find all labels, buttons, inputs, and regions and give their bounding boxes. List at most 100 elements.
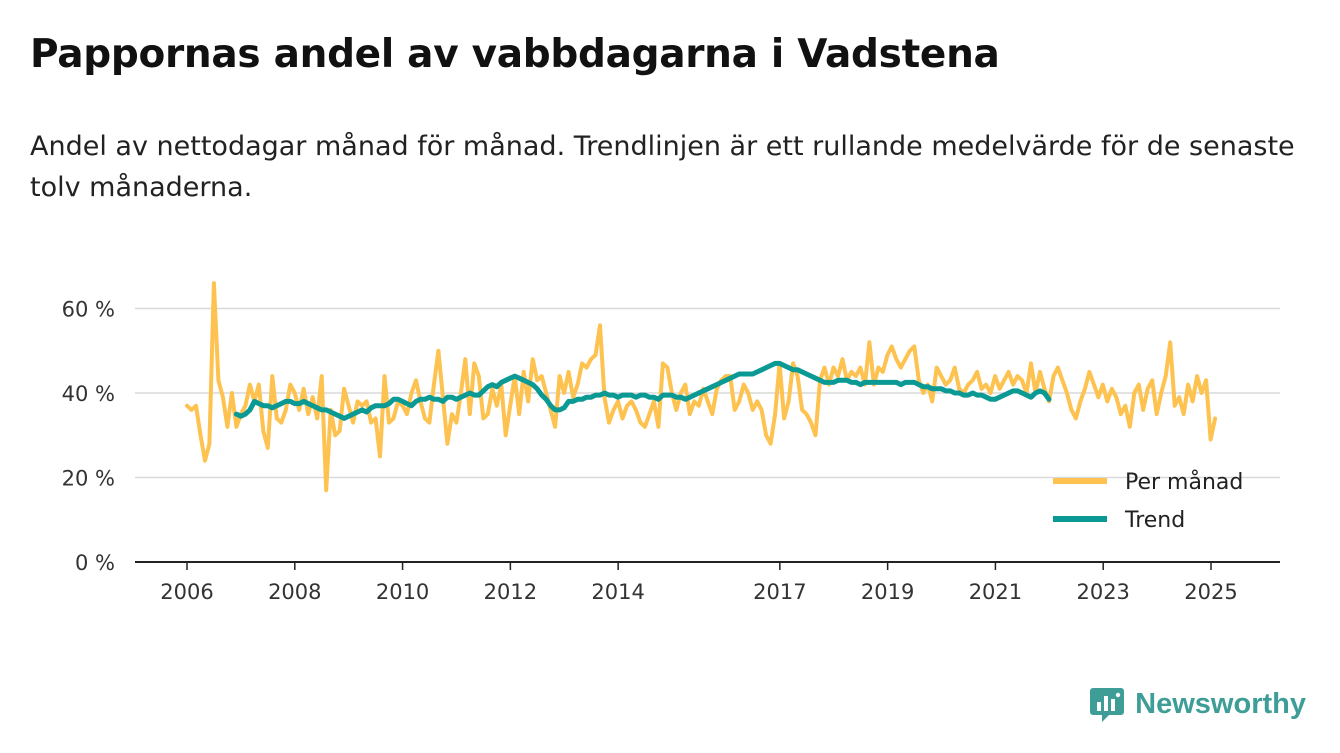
data-point-trend: [904, 381, 907, 384]
data-point-per-manad: [262, 430, 265, 432]
data-point-per-manad: [491, 387, 494, 390]
data-point-trend: [397, 398, 399, 401]
x-tick-label: 2006: [160, 580, 213, 604]
data-point-trend: [720, 381, 723, 384]
data-point-per-manad: [594, 354, 597, 356]
data-point-trend: [608, 394, 610, 396]
data-point-per-manad: [1030, 362, 1032, 365]
data-point-per-manad: [424, 417, 426, 420]
data-point-per-manad: [724, 375, 727, 377]
data-point-trend: [792, 368, 794, 371]
data-point-trend: [823, 381, 826, 384]
data-point-per-manad: [792, 362, 794, 365]
data-point-trend: [235, 413, 238, 415]
data-point-trend: [379, 404, 381, 407]
data-point-trend: [729, 377, 732, 380]
data-point-trend: [733, 375, 736, 377]
data-point-per-manad: [293, 392, 296, 394]
data-point-per-manad: [796, 375, 799, 377]
data-point-trend: [967, 394, 970, 396]
data-point-trend: [612, 394, 615, 396]
data-point-per-manad: [953, 366, 956, 369]
data-point-trend: [509, 377, 512, 380]
data-point-trend: [873, 381, 875, 384]
data-point-per-manad: [249, 383, 251, 386]
data-point-per-manad: [1057, 366, 1059, 369]
data-point-per-manad: [1128, 425, 1131, 428]
data-point-per-manad: [980, 387, 983, 390]
data-point-per-manad: [1119, 413, 1122, 415]
data-point-per-manad: [1066, 392, 1068, 394]
data-point-per-manad: [733, 409, 736, 411]
data-point-trend: [738, 373, 741, 375]
data-point-trend: [478, 394, 480, 396]
data-point-per-manad: [976, 371, 978, 373]
data-point-trend: [603, 392, 606, 394]
data-point-per-manad: [769, 442, 772, 445]
data-point-trend: [284, 400, 287, 403]
data-point-trend: [486, 385, 489, 388]
data-point-trend: [635, 396, 637, 399]
data-point-trend: [958, 392, 961, 394]
data-point-per-manad: [1196, 375, 1198, 377]
data-point-trend: [877, 381, 880, 384]
brand[interactable]: Newsworthy: [1089, 685, 1306, 723]
x-tick-label: 2012: [484, 580, 537, 604]
data-point-per-manad: [697, 404, 700, 407]
data-point-trend: [985, 396, 988, 399]
data-point-per-manad: [226, 425, 229, 428]
data-point-per-manad: [599, 324, 601, 327]
data-point-trend: [684, 398, 687, 401]
data-point-per-manad: [208, 442, 211, 445]
data-point-trend: [567, 400, 570, 403]
data-point-trend: [262, 404, 265, 407]
data-point-per-manad: [967, 383, 970, 386]
data-point-trend: [320, 409, 323, 411]
data-point-trend: [599, 394, 601, 396]
data-point-per-manad: [944, 383, 947, 386]
data-point-trend: [437, 398, 440, 401]
data-point-trend: [882, 381, 884, 384]
data-point-per-manad: [1016, 375, 1019, 377]
data-point-trend: [531, 383, 534, 386]
data-point-per-manad: [989, 392, 992, 394]
data-point-trend: [325, 409, 328, 411]
data-point-per-manad: [1187, 383, 1189, 386]
data-point-per-manad: [886, 354, 889, 356]
data-point-trend: [473, 394, 476, 396]
data-point-per-manad: [1142, 409, 1145, 411]
data-point-per-manad: [186, 404, 188, 407]
data-point-per-manad: [1124, 404, 1127, 407]
data-point-per-manad: [271, 375, 274, 377]
data-point-per-manad: [531, 358, 534, 361]
data-point-per-manad: [428, 421, 431, 424]
data-point-per-manad: [1214, 417, 1216, 420]
data-point-per-manad: [1164, 375, 1167, 377]
data-point-trend: [689, 396, 691, 399]
data-point-trend: [293, 402, 296, 405]
data-point-trend: [513, 375, 516, 377]
data-point-trend: [545, 398, 548, 401]
data-point-trend: [401, 400, 404, 403]
data-point-per-manad: [801, 409, 803, 411]
data-point-trend: [648, 396, 651, 399]
data-point-trend: [275, 404, 278, 407]
data-point-per-manad: [626, 404, 628, 407]
data-point-per-manad: [603, 396, 606, 399]
data-point-per-manad: [383, 375, 386, 377]
data-point-per-manad: [1043, 387, 1046, 390]
data-point-trend: [554, 409, 557, 411]
data-point-per-manad: [401, 404, 404, 407]
data-point-per-manad: [554, 425, 556, 428]
data-point-per-manad: [1146, 387, 1149, 390]
data-point-per-manad: [1155, 413, 1158, 415]
data-point-trend: [298, 402, 301, 405]
data-point-per-manad: [320, 375, 323, 377]
data-point-trend: [913, 381, 916, 384]
data-point-trend: [626, 394, 628, 396]
data-point-per-manad: [904, 358, 907, 361]
data-point-trend: [653, 396, 655, 399]
data-point-per-manad: [495, 404, 498, 407]
data-point-trend: [980, 394, 983, 396]
data-point-trend: [536, 387, 539, 390]
